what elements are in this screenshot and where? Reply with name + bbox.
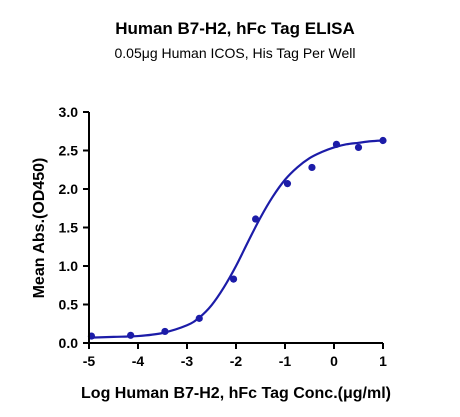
- y-tick-label: 0.0: [59, 335, 79, 351]
- data-point: [332, 140, 341, 148]
- y-tick-label: 2.0: [59, 181, 79, 197]
- x-axis-label: Log Human B7-H2, hFc Tag Conc.(μg/ml): [81, 385, 391, 402]
- y-tick-label: 1.5: [59, 220, 79, 236]
- y-axis-ticks: 0.0 0.5 1.0 1.5 2.0 2.5 3.0: [59, 104, 89, 351]
- x-tick-label: -4: [132, 353, 145, 369]
- x-tick-label: 0: [330, 353, 338, 369]
- x-tick-label: -3: [181, 353, 194, 369]
- data-point: [308, 163, 316, 172]
- x-tick-label: -5: [83, 353, 96, 369]
- y-axis-label: Mean Abs.(OD450): [31, 158, 48, 299]
- data-point: [127, 331, 135, 339]
- x-tick-label: -2: [230, 353, 243, 369]
- y-tick-label: 1.0: [59, 258, 79, 274]
- x-tick-label: 1: [379, 353, 387, 369]
- data-point: [229, 275, 238, 283]
- chart-title: Human B7-H2, hFc Tag ELISA: [115, 19, 355, 38]
- y-tick-label: 3.0: [59, 104, 79, 120]
- data-point: [354, 143, 363, 152]
- data-point: [195, 314, 203, 322]
- data-point: [379, 136, 387, 145]
- y-tick-label: 0.5: [59, 297, 79, 313]
- x-tick-label: -1: [279, 353, 292, 369]
- data-point: [283, 180, 292, 188]
- data-point: [252, 215, 260, 223]
- data-point: [161, 327, 169, 336]
- plot-area: [87, 136, 387, 340]
- chart-subtitle: 0.05μg Human ICOS, His Tag Per Well: [115, 45, 356, 61]
- x-axis-ticks: -5 -4 -3 -2 -1 0 1: [83, 343, 387, 369]
- fit-curve-line: [91, 139, 384, 339]
- y-tick-label: 2.5: [59, 143, 79, 159]
